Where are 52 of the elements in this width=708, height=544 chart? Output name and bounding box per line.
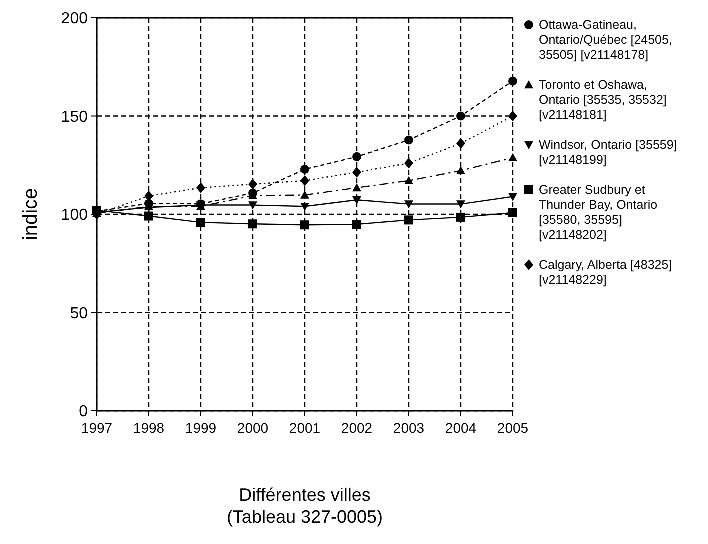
legend-label: Calgary, Alberta [48325] [v21148229]: [539, 258, 672, 287]
point: [300, 190, 310, 199]
x-tick-label: 2005: [497, 420, 529, 436]
x-tick-label: 1998: [133, 420, 165, 436]
point: [196, 218, 206, 228]
y-tick-label: 150: [61, 108, 88, 126]
point: [352, 196, 362, 205]
point: [352, 220, 362, 230]
point: [456, 112, 466, 121]
point: [196, 182, 206, 194]
point: [248, 220, 258, 229]
point: [352, 167, 362, 178]
point: [352, 152, 362, 162]
point: [300, 203, 310, 212]
point: [508, 153, 518, 162]
point: [404, 200, 414, 209]
point: [300, 165, 310, 174]
point: [248, 202, 258, 210]
point: [508, 76, 518, 86]
x-tick-label: 2003: [393, 420, 425, 436]
point: [404, 136, 414, 145]
point: [456, 138, 466, 149]
y-tick-label: 100: [61, 207, 88, 224]
legend-label: Ottawa-Gatineau, Ontario/Québec [24505, 35505] [v21148178]: [539, 18, 672, 62]
y-tick-label: 0: [79, 404, 88, 421]
point: [144, 212, 154, 221]
x-axis-title: Différentes villes (Tableau 327-0005): [226, 485, 384, 527]
y-axis-title: indice: [20, 188, 42, 241]
x-tick-label: 2000: [237, 420, 269, 436]
legend-label: Toronto et Oshawa, Ontario [35535, 35532] [v21148181]: [539, 78, 667, 122]
point: [352, 183, 362, 192]
point: [508, 208, 518, 218]
point: [300, 176, 310, 186]
x-tick-label: 2001: [289, 420, 321, 436]
point: [248, 179, 258, 190]
y-tick-label: 50: [70, 305, 88, 322]
point: [404, 158, 414, 169]
point: [508, 193, 518, 202]
x-tick-label: 2002: [341, 420, 373, 436]
point: [456, 200, 466, 209]
point: [456, 212, 466, 222]
point: [404, 216, 414, 225]
x-tick-label: 1999: [185, 420, 217, 436]
point: [456, 166, 466, 174]
point: [508, 110, 518, 122]
y-tick-label: 200: [61, 10, 88, 28]
x-tick-label: 1997: [81, 420, 113, 436]
legend-label: Windsor, Ontario [35559] [v21148199]: [539, 138, 678, 167]
legend-label: Greater Sudbury et Thunder Bay, Ontario [35580, 35595] [v21148202]: [539, 183, 658, 242]
x-tick-label: 2004: [445, 420, 477, 436]
point: [404, 176, 414, 184]
point: [300, 220, 310, 230]
